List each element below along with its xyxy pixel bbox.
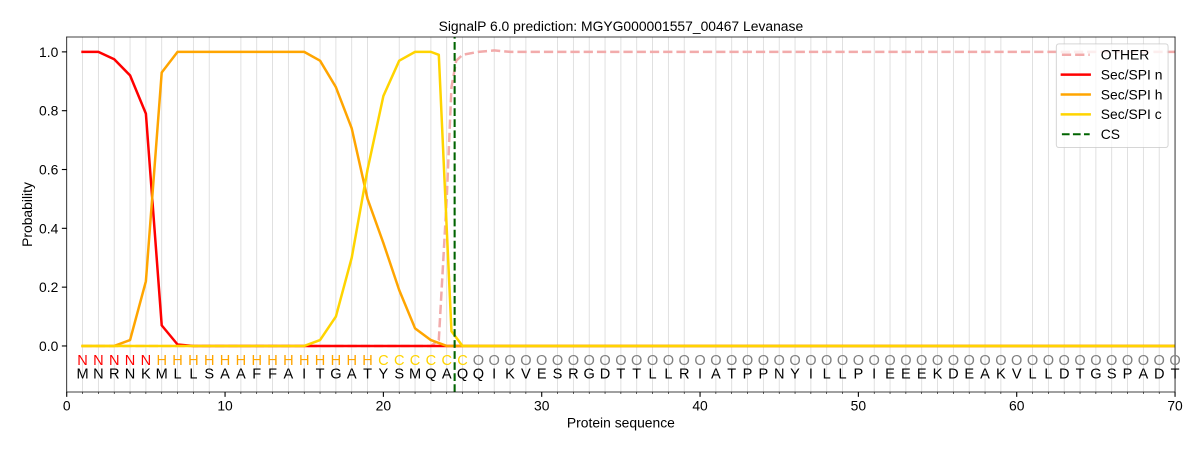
svg-text:CS: CS: [1101, 126, 1120, 142]
svg-text:E: E: [901, 366, 911, 382]
svg-text:L: L: [173, 366, 181, 382]
svg-text:K: K: [141, 366, 151, 382]
svg-text:Y: Y: [790, 366, 800, 382]
svg-text:A: A: [1139, 366, 1149, 382]
svg-text:10: 10: [217, 397, 233, 413]
svg-text:N: N: [93, 366, 104, 382]
svg-text:T: T: [1171, 366, 1180, 382]
svg-text:L: L: [1028, 366, 1036, 382]
svg-text:T: T: [727, 366, 736, 382]
svg-text:L: L: [189, 366, 197, 382]
svg-text:A: A: [711, 366, 721, 382]
svg-text:I: I: [809, 366, 813, 382]
svg-text:G: G: [584, 366, 595, 382]
svg-text:30: 30: [534, 397, 550, 413]
svg-text:K: K: [505, 366, 515, 382]
svg-text:20: 20: [376, 397, 392, 413]
svg-text:G: G: [330, 366, 341, 382]
svg-text:L: L: [648, 366, 656, 382]
svg-text:E: E: [537, 366, 547, 382]
svg-text:D: D: [1154, 366, 1165, 382]
svg-text:M: M: [76, 366, 88, 382]
svg-text:70: 70: [1167, 397, 1183, 413]
svg-text:Sec/SPI h: Sec/SPI h: [1101, 86, 1163, 102]
svg-text:S: S: [553, 366, 563, 382]
svg-text:0.8: 0.8: [39, 103, 59, 119]
svg-text:F: F: [268, 366, 277, 382]
svg-text:A: A: [442, 366, 452, 382]
svg-text:Sec/SPI n: Sec/SPI n: [1101, 66, 1163, 82]
svg-text:L: L: [838, 366, 846, 382]
svg-text:A: A: [980, 366, 990, 382]
svg-text:G: G: [1090, 366, 1101, 382]
svg-text:P: P: [1123, 366, 1133, 382]
svg-text:E: E: [964, 366, 974, 382]
svg-text:60: 60: [1009, 397, 1025, 413]
svg-text:I: I: [872, 366, 876, 382]
svg-text:0.0: 0.0: [39, 338, 59, 354]
svg-text:A: A: [347, 366, 357, 382]
svg-text:Q: Q: [425, 366, 436, 382]
svg-text:P: P: [759, 366, 769, 382]
svg-text:T: T: [363, 366, 372, 382]
svg-text:A: A: [236, 366, 246, 382]
svg-text:D: D: [1059, 366, 1070, 382]
svg-text:P: P: [854, 366, 864, 382]
svg-text:K: K: [933, 366, 943, 382]
svg-text:E: E: [917, 366, 927, 382]
svg-text:40: 40: [692, 397, 708, 413]
svg-text:50: 50: [851, 397, 867, 413]
svg-text:Protein sequence: Protein sequence: [567, 414, 675, 430]
svg-text:S: S: [1107, 366, 1117, 382]
svg-text:T: T: [1076, 366, 1085, 382]
svg-text:S: S: [204, 366, 214, 382]
svg-text:R: R: [109, 366, 120, 382]
svg-text:T: T: [316, 366, 325, 382]
svg-text:R: R: [568, 366, 579, 382]
svg-text:L: L: [823, 366, 831, 382]
svg-text:Q: Q: [457, 366, 468, 382]
svg-text:T: T: [632, 366, 641, 382]
svg-text:0.6: 0.6: [39, 162, 59, 178]
svg-text:T: T: [616, 366, 625, 382]
svg-text:L: L: [1044, 366, 1052, 382]
svg-text:R: R: [679, 366, 690, 382]
svg-text:N: N: [125, 366, 136, 382]
svg-text:L: L: [664, 366, 672, 382]
svg-text:SignalP 6.0 prediction: MGYG00: SignalP 6.0 prediction: MGYG000001557_00…: [439, 18, 804, 34]
svg-text:Q: Q: [473, 366, 484, 382]
svg-text:N: N: [774, 366, 785, 382]
svg-text:OTHER: OTHER: [1101, 47, 1150, 63]
svg-text:V: V: [521, 366, 531, 382]
svg-text:M: M: [409, 366, 421, 382]
svg-text:Y: Y: [379, 366, 389, 382]
svg-text:M: M: [156, 366, 168, 382]
svg-text:E: E: [885, 366, 895, 382]
svg-text:I: I: [302, 366, 306, 382]
svg-text:0: 0: [63, 397, 71, 413]
svg-text:0.4: 0.4: [39, 220, 59, 236]
svg-text:D: D: [600, 366, 611, 382]
svg-text:P: P: [743, 366, 753, 382]
svg-text:A: A: [220, 366, 230, 382]
svg-text:V: V: [1012, 366, 1022, 382]
svg-text:Sec/SPI c: Sec/SPI c: [1101, 106, 1162, 122]
svg-text:1.0: 1.0: [39, 44, 59, 60]
svg-text:K: K: [996, 366, 1006, 382]
svg-text:A: A: [284, 366, 294, 382]
svg-text:0.2: 0.2: [39, 279, 59, 295]
svg-text:S: S: [394, 366, 404, 382]
svg-text:F: F: [252, 366, 261, 382]
svg-text:Probability: Probability: [19, 182, 35, 247]
svg-text:I: I: [698, 366, 702, 382]
svg-text:D: D: [948, 366, 959, 382]
svg-text:I: I: [492, 366, 496, 382]
